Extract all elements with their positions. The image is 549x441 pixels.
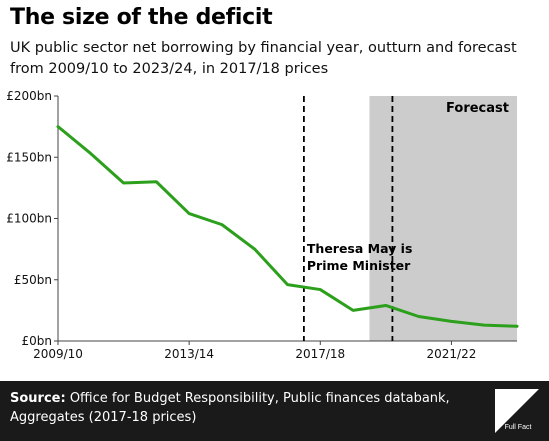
- y-tick-label: £50bn: [14, 273, 52, 287]
- x-tick-label: 2017/18: [295, 347, 345, 361]
- x-tick-label: 2009/10: [33, 347, 83, 361]
- deficit-line-chart: £0bn £50bn £100bn £150bn £200bn 2009/10 2013/1…: [6, 89, 519, 361]
- annotation-label-line-two: Prime Minister: [307, 258, 411, 273]
- full-fact-logo-icon: Full Fact: [495, 389, 539, 433]
- y-tick-label: £0bn: [22, 334, 53, 348]
- source-body: Office for Budget Responsibility, Public…: [10, 391, 450, 425]
- source-label: Source:: [10, 391, 66, 406]
- y-tick-label: £200bn: [6, 89, 52, 103]
- deficit-series-line: [56, 125, 519, 328]
- logo-text: Full Fact: [505, 424, 532, 431]
- y-tick-label: £150bn: [6, 150, 52, 164]
- chart-subtitle: UK public sector net borrowing by financ…: [10, 40, 517, 77]
- source-footer: Source: Office for Budget Responsibility…: [0, 381, 549, 441]
- x-tick-label: 2013/14: [164, 347, 214, 361]
- forecast-region: [369, 96, 517, 341]
- source-text: Source: Office for Budget Responsibility…: [10, 389, 480, 427]
- annotation-label-line-one: Theresa May is: [307, 241, 413, 256]
- forecast-label: Forecast: [446, 101, 509, 116]
- chart-title: The size of the deficit: [10, 5, 273, 30]
- x-tick-label: 2021/22: [426, 347, 476, 361]
- y-tick-label: £100bn: [6, 212, 52, 226]
